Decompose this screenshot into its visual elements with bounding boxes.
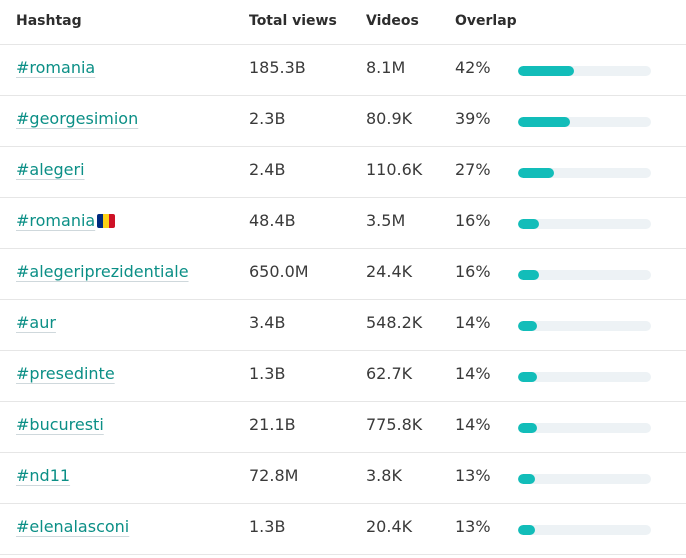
overlap-bar-fill: [518, 474, 536, 484]
table-body: #romania 185.3B 8.1M 42% #georgesimion 2.3B 80…: [0, 45, 686, 555]
overlap-cell: 39%: [455, 109, 491, 128]
overlap-cell: 16%: [455, 211, 491, 230]
romania-flag-icon: [97, 214, 116, 228]
hashtag-text: #elenalasconi: [16, 517, 130, 536]
table-row: #alegeriprezidentiale 650.0M 24.4K 16%: [0, 249, 686, 300]
hashtag-cell: #aur: [16, 313, 56, 332]
overlap-cell: 27%: [455, 160, 491, 179]
overlap-bar-fill: [518, 525, 536, 535]
hashtag-text: #alegeri: [16, 160, 85, 179]
table-row: #aur 3.4B 548.2K 14%: [0, 300, 686, 351]
total-views-cell: 1.3B: [249, 517, 286, 536]
table-row: #nd11 72.8M 3.8K 13%: [0, 453, 686, 504]
hashtag-cell: #nd11: [16, 466, 70, 485]
header-overlap[interactable]: Overlap: [455, 13, 517, 29]
overlap-bar-fill: [518, 219, 540, 229]
videos-cell: 8.1M: [366, 58, 406, 77]
overlap-bar-fill: [518, 168, 554, 178]
videos-cell: 110.6K: [366, 160, 423, 179]
overlap-bar: [518, 474, 651, 484]
overlap-bar-fill: [518, 321, 537, 331]
hashtag-cell: #georgesimion: [16, 109, 138, 128]
total-views-cell: 1.3B: [249, 364, 286, 383]
table-row: #elenalasconi 1.3B 20.4K 13%: [0, 504, 686, 555]
hashtag-text: #presedinte: [16, 364, 115, 383]
hashtag-cell: #alegeriprezidentiale: [16, 262, 189, 281]
videos-cell: 775.8K: [366, 415, 423, 434]
table-row: #presedinte 1.3B 62.7K 14%: [0, 351, 686, 402]
header-total-views[interactable]: Total views: [249, 13, 337, 29]
hashtag-text: #alegeriprezidentiale: [16, 262, 189, 281]
hashtag-cell: #elenalasconi: [16, 517, 129, 536]
hashtag-text: #romania: [16, 211, 96, 230]
header-videos[interactable]: Videos: [366, 13, 419, 29]
overlap-bar-fill: [518, 270, 540, 280]
hashtag-link[interactable]: #alegeri: [16, 160, 85, 179]
table-row: #georgesimion 2.3B 80.9K 39%: [0, 96, 686, 147]
hashtag-cell: #alegeri: [16, 160, 85, 179]
videos-cell: 62.7K: [366, 364, 413, 383]
overlap-cell: 14%: [455, 313, 491, 332]
overlap-bar: [518, 219, 651, 229]
hashtag-text: #bucuresti: [16, 415, 104, 434]
total-views-cell: 2.3B: [249, 109, 286, 128]
table-row: #romania 48.4B 3.5M 16%: [0, 198, 686, 249]
hashtag-cell: #presedinte: [16, 364, 115, 383]
overlap-bar-fill: [518, 423, 537, 433]
total-views-cell: 3.4B: [249, 313, 286, 332]
hashtag-link[interactable]: #romania: [16, 211, 116, 230]
overlap-cell: 16%: [455, 262, 491, 281]
hashtag-link[interactable]: #bucuresti: [16, 415, 104, 434]
overlap-bar: [518, 270, 651, 280]
total-views-cell: 185.3B: [249, 58, 306, 77]
total-views-cell: 2.4B: [249, 160, 286, 179]
overlap-bar: [518, 168, 651, 178]
total-views-cell: 48.4B: [249, 211, 296, 230]
hashtag-link[interactable]: #presedinte: [16, 364, 115, 383]
hashtag-text: #nd11: [16, 466, 71, 485]
overlap-bar-fill: [518, 372, 537, 382]
overlap-cell: 13%: [455, 466, 491, 485]
table-row: #alegeri 2.4B 110.6K 27%: [0, 147, 686, 198]
overlap-cell: 42%: [455, 58, 491, 77]
hashtag-link[interactable]: #aur: [16, 313, 56, 332]
overlap-bar-fill: [518, 117, 570, 127]
overlap-cell: 13%: [455, 517, 491, 536]
overlap-bar: [518, 372, 651, 382]
header-hashtag[interactable]: Hashtag: [16, 13, 82, 29]
hashtag-link[interactable]: #alegeriprezidentiale: [16, 262, 189, 281]
videos-cell: 548.2K: [366, 313, 423, 332]
hashtag-text: #romania: [16, 58, 96, 77]
total-views-cell: 21.1B: [249, 415, 296, 434]
table-row: #bucuresti 21.1B 775.8K 14%: [0, 402, 686, 453]
table-header: Hashtag Total views Videos Overlap: [0, 0, 686, 45]
total-views-cell: 650.0M: [249, 262, 309, 281]
overlap-cell: 14%: [455, 415, 491, 434]
hashtag-text: #aur: [16, 313, 56, 332]
overlap-bar: [518, 66, 651, 76]
hashtag-link[interactable]: #elenalasconi: [16, 517, 129, 536]
overlap-cell: 14%: [455, 364, 491, 383]
overlap-bar: [518, 525, 651, 535]
hashtag-cell: #romania: [16, 58, 95, 77]
hashtag-text: #georgesimion: [16, 109, 139, 128]
videos-cell: 24.4K: [366, 262, 413, 281]
videos-cell: 3.5M: [366, 211, 406, 230]
hashtag-cell: #bucuresti: [16, 415, 104, 434]
overlap-bar: [518, 423, 651, 433]
overlap-bar: [518, 117, 651, 127]
videos-cell: 3.8K: [366, 466, 402, 485]
videos-cell: 80.9K: [366, 109, 413, 128]
overlap-bar-fill: [518, 66, 574, 76]
hashtag-link[interactable]: #georgesimion: [16, 109, 138, 128]
hashtag-cell: #romania: [16, 211, 116, 230]
total-views-cell: 72.8M: [249, 466, 299, 485]
table-row: #romania 185.3B 8.1M 42%: [0, 45, 686, 96]
overlap-bar: [518, 321, 651, 331]
hashtag-link[interactable]: #nd11: [16, 466, 70, 485]
hashtag-link[interactable]: #romania: [16, 58, 95, 77]
videos-cell: 20.4K: [366, 517, 413, 536]
